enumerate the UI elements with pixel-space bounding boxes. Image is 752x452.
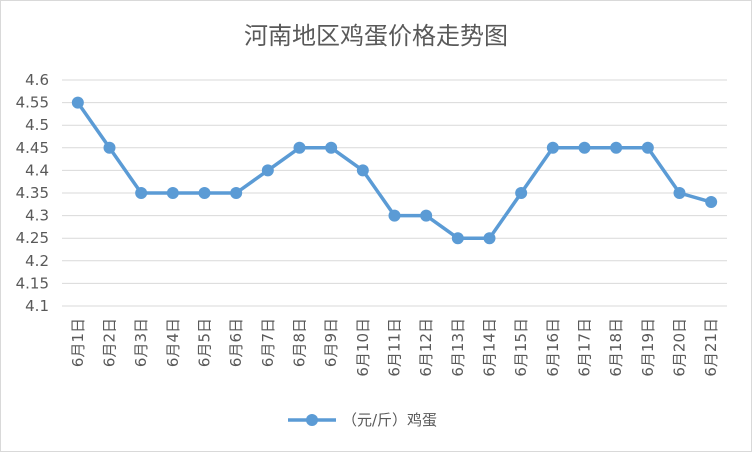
data-point [610, 141, 623, 154]
data-point [705, 196, 718, 209]
x-tick-label: 6月3日 [132, 318, 150, 367]
legend-swatch-marker [306, 414, 318, 426]
data-point [261, 164, 274, 177]
data-point [451, 232, 464, 245]
x-tick-label: 6月16日 [544, 318, 562, 377]
data-point [578, 141, 591, 154]
x-tick-label: 6月10日 [354, 318, 372, 377]
data-point [325, 141, 338, 154]
x-tick-label: 6月8日 [291, 318, 309, 367]
data-point [230, 187, 243, 199]
y-tick-label: 4.1 [25, 297, 49, 315]
data-point [388, 209, 401, 222]
data-point [483, 232, 496, 245]
x-tick-label: 6月19日 [639, 318, 657, 377]
series-layer [71, 96, 718, 245]
data-point [135, 187, 148, 199]
data-point [198, 187, 211, 199]
data-point [71, 96, 84, 109]
x-axis-ticks: 6月1日 6月2日 6月3日 6月4日 6月5日 6月6日 6月7日 6月8日 6月9日 6月10… [69, 318, 720, 377]
y-tick-label: 4.55 [16, 94, 49, 112]
x-tick-label: 6月5日 [196, 318, 214, 367]
y-tick-label: 4.25 [16, 229, 49, 247]
x-tick-label: 6月18日 [607, 318, 625, 377]
data-point [546, 141, 559, 154]
data-point [420, 209, 433, 222]
x-tick-label: 6月9日 [322, 318, 340, 367]
gridlines [62, 79, 727, 307]
x-tick-label: 6月1日 [69, 318, 87, 367]
y-tick-label: 4.2 [25, 252, 49, 270]
x-tick-label: 6月2日 [101, 318, 119, 367]
x-tick-label: 6月21日 [702, 318, 720, 377]
chart-title: 河南地区鸡蛋价格走势图 [244, 22, 508, 50]
x-tick-label: 6月6日 [227, 318, 245, 367]
x-tick-label: 6月7日 [259, 318, 277, 367]
x-tick-label: 6月4日 [164, 318, 182, 367]
y-tick-label: 4.4 [25, 161, 49, 179]
x-tick-label: 6月13日 [449, 318, 467, 377]
y-tick-label: 4.15 [16, 274, 49, 292]
y-tick-label: 4.3 [25, 207, 49, 225]
x-tick-label: 6月17日 [576, 318, 594, 377]
x-tick-label: 6月12日 [417, 318, 435, 377]
data-point [356, 164, 369, 177]
y-tick-label: 4.5 [25, 116, 49, 134]
x-tick-label: 6月15日 [512, 318, 530, 377]
data-point [673, 187, 686, 199]
data-point [293, 141, 306, 154]
x-tick-label: 6月14日 [481, 318, 499, 377]
x-tick-label: 6月20日 [671, 318, 689, 377]
x-tick-label: 6月11日 [386, 318, 404, 377]
y-tick-label: 4.45 [16, 139, 49, 157]
y-tick-label: 4.35 [16, 184, 49, 202]
data-point [641, 141, 654, 154]
data-point [103, 141, 116, 154]
legend: （元/斤）鸡蛋 [288, 411, 437, 429]
legend-label: （元/斤）鸡蛋 [342, 411, 437, 429]
data-point [515, 187, 528, 199]
data-point [166, 187, 179, 199]
y-axis-ticks: 4.1 4.15 4.2 4.25 4.3 4.35 4.4 4.45 4.5 4.55 4.6 [16, 71, 49, 315]
y-tick-label: 4.6 [25, 71, 49, 89]
